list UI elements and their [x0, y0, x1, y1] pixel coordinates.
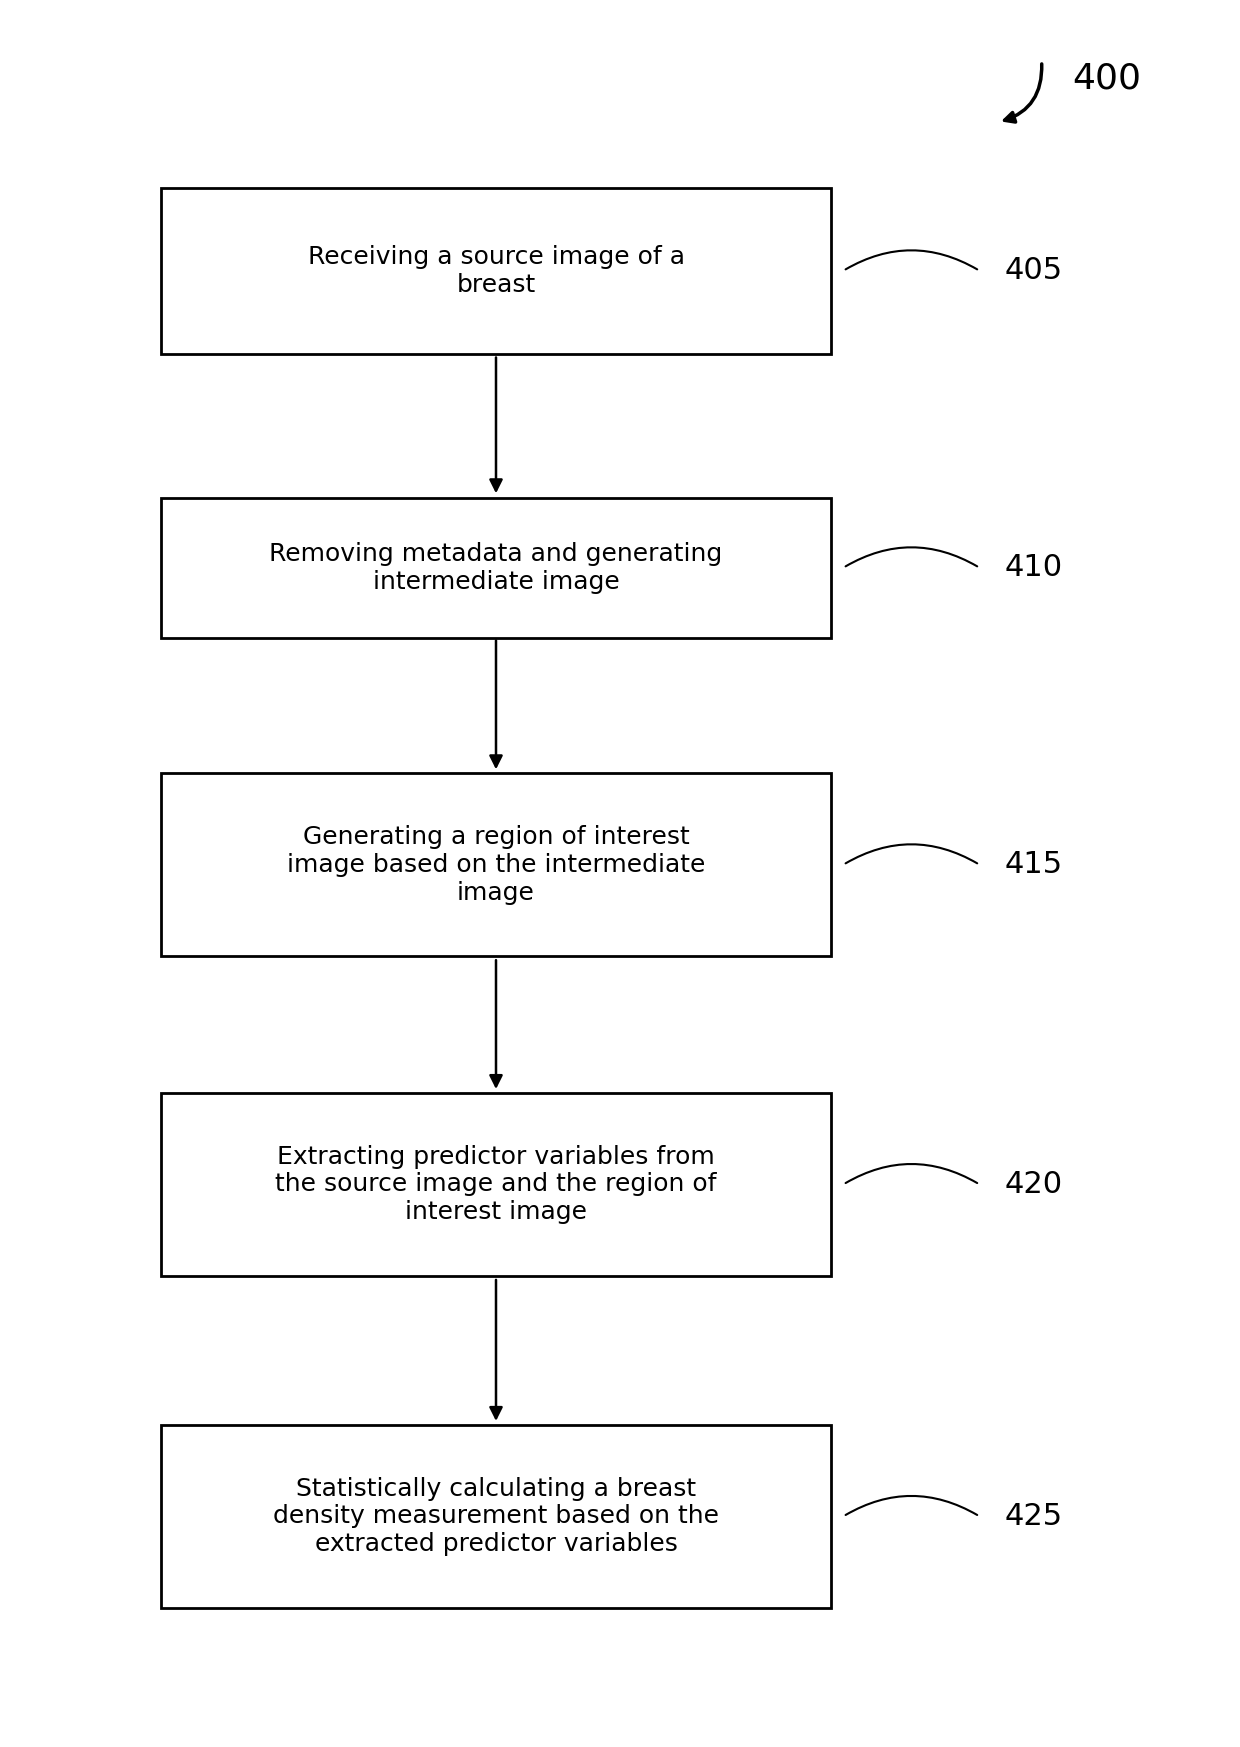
- Text: 400: 400: [1073, 61, 1142, 96]
- Bar: [161, 1426, 831, 1607]
- Text: Extracting predictor variables from
the source image and the region of
interest : Extracting predictor variables from the …: [275, 1144, 717, 1225]
- Bar: [161, 189, 831, 353]
- Text: Removing metadata and generating
intermediate image: Removing metadata and generating interme…: [269, 542, 723, 594]
- Text: 415: 415: [1004, 851, 1063, 879]
- Bar: [161, 772, 831, 957]
- Text: 410: 410: [1004, 554, 1063, 582]
- Text: 420: 420: [1004, 1170, 1063, 1198]
- Text: 425: 425: [1004, 1502, 1063, 1530]
- Text: Receiving a source image of a
breast: Receiving a source image of a breast: [308, 245, 684, 297]
- Text: Generating a region of interest
image based on the intermediate
image: Generating a region of interest image ba…: [286, 825, 706, 905]
- Text: 405: 405: [1004, 257, 1063, 285]
- Bar: [161, 1094, 831, 1275]
- Text: Statistically calculating a breast
density measurement based on the
extracted pr: Statistically calculating a breast densi…: [273, 1476, 719, 1557]
- Bar: [161, 498, 831, 638]
